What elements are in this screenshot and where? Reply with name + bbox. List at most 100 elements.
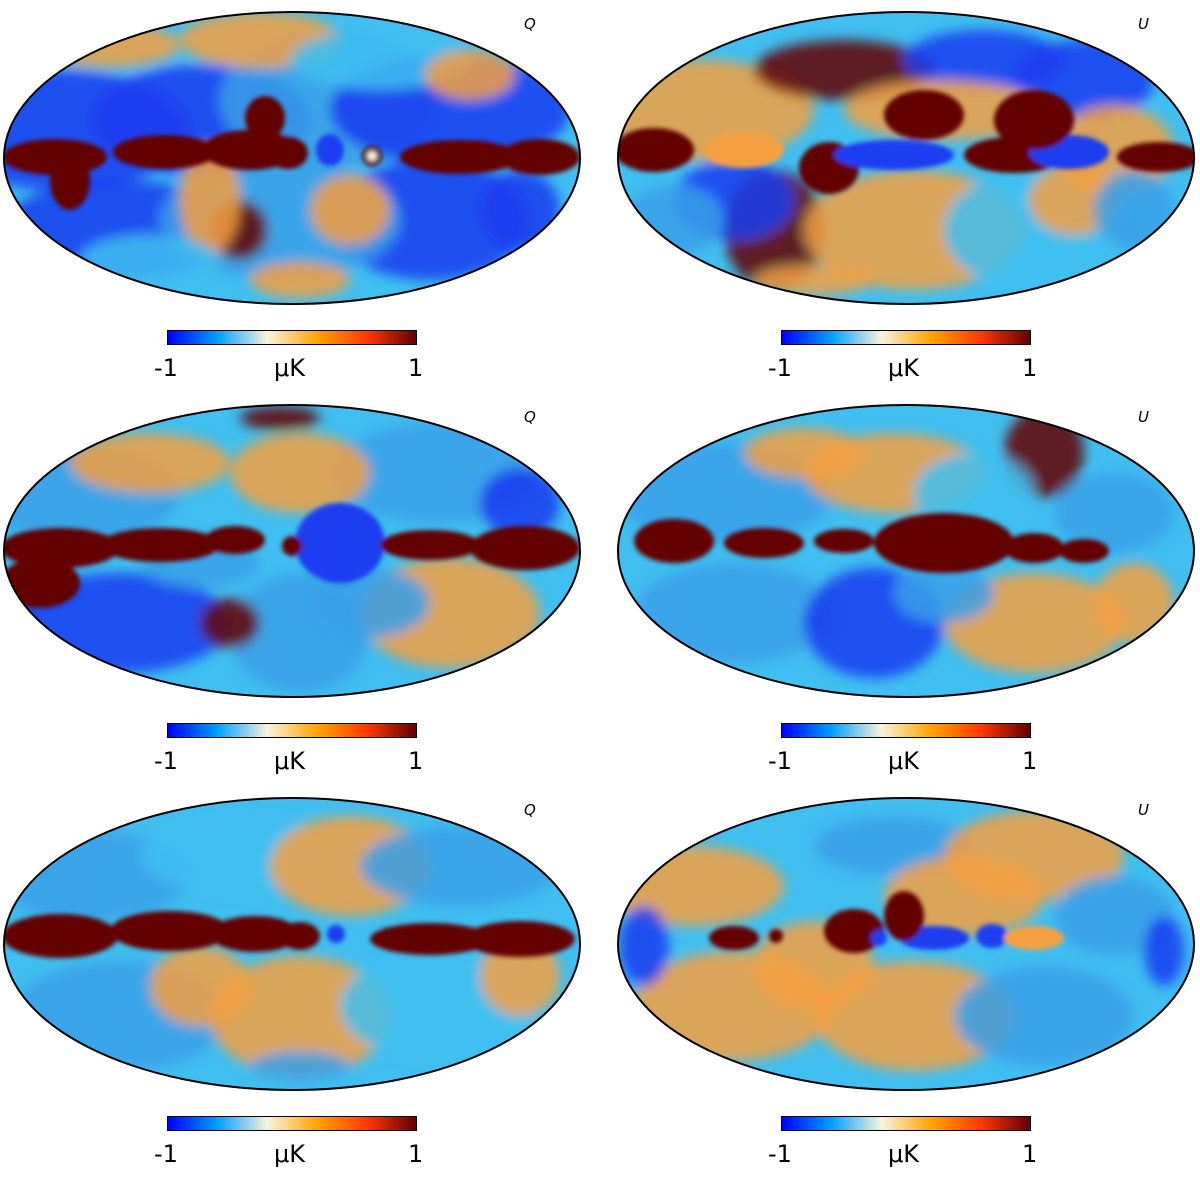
galactic-plane-feature <box>1117 142 1194 172</box>
stokes-label: Q <box>524 15 536 33</box>
colorbar-max-label: 1 <box>1022 747 1038 775</box>
galactic-plane-feature <box>327 925 345 943</box>
map-outline <box>3 404 581 698</box>
colorbar-min-label: -1 <box>768 1140 792 1168</box>
field-blob <box>80 235 220 285</box>
field-blob <box>310 175 390 245</box>
field-blob <box>744 428 864 478</box>
galactic-plane-feature <box>245 96 285 140</box>
colorbar <box>167 330 417 345</box>
colorbar <box>781 330 1031 345</box>
map-panel-row2-Q: Q -1 μK 1 <box>0 393 600 785</box>
colorbar-max-label: 1 <box>408 354 424 382</box>
galactic-plane-feature <box>295 503 385 583</box>
galactic-plane-feature <box>205 526 265 554</box>
galactic-plane-feature <box>874 513 1014 573</box>
galactic-plane-feature <box>280 922 320 950</box>
field-blob <box>1144 916 1184 986</box>
galactic-plane-feature <box>871 930 887 946</box>
field-blob <box>310 568 430 638</box>
mollweide-map <box>3 797 581 1091</box>
map-outline <box>617 797 1195 1091</box>
field-blob <box>210 956 390 1076</box>
colorbar-unit-label: μK <box>274 1140 306 1168</box>
field-blob <box>634 563 834 663</box>
map-panel-row1-Q: Q -1 μK 1 <box>0 0 600 392</box>
galactic-plane-feature <box>1059 539 1109 563</box>
galactic-plane-feature <box>380 530 480 560</box>
field-blob <box>150 946 250 1026</box>
galactic-plane-feature <box>500 139 580 175</box>
galactic-plane-feature <box>884 90 964 140</box>
galactic-plane-feature <box>634 519 714 563</box>
mollweide-map <box>617 797 1195 1091</box>
colorbar-max-label: 1 <box>1022 1140 1038 1168</box>
field-blob <box>954 966 1134 1066</box>
map-panel-row1-U: U -1 μK 1 <box>614 0 1200 392</box>
colorbar-min-label: -1 <box>154 1140 178 1168</box>
galactic-plane-feature <box>113 135 217 169</box>
colorbar <box>781 723 1031 738</box>
field-blob <box>619 906 669 986</box>
colorbar-max-label: 1 <box>1022 354 1038 382</box>
field-blob <box>1054 876 1174 956</box>
field-blob <box>250 1051 350 1081</box>
galactic-plane-feature <box>709 926 759 950</box>
mollweide-map <box>617 404 1195 698</box>
galactic-plane-feature <box>370 923 490 955</box>
colorbar-unit-label: μK <box>274 747 306 775</box>
field-blob <box>754 265 874 295</box>
field-blob <box>480 936 560 1016</box>
colorbar-min-label: -1 <box>768 747 792 775</box>
colorbar-unit-label: μK <box>274 354 306 382</box>
colorbar <box>167 1116 417 1131</box>
galactic-plane-feature <box>834 140 954 170</box>
map-outline <box>3 797 581 1091</box>
field-blob <box>360 826 560 906</box>
stokes-label: U <box>1138 15 1149 33</box>
map-panel-row3-U: U -1 μK 1 <box>614 786 1200 1178</box>
map-outline <box>3 11 581 305</box>
stokes-label: Q <box>524 408 536 426</box>
galactic-plane-feature <box>282 536 302 556</box>
galactic-plane-feature <box>824 909 884 953</box>
field-blob <box>480 468 560 538</box>
field-blob <box>180 145 240 255</box>
galactic-plane-feature <box>367 151 377 161</box>
field-blob <box>425 50 515 100</box>
mollweide-map <box>3 404 581 698</box>
galactic-plane-feature <box>814 529 874 553</box>
colorbar-min-label: -1 <box>154 354 178 382</box>
field-blob <box>1094 170 1174 250</box>
field-blob <box>200 598 260 648</box>
field-blob <box>70 433 230 493</box>
field-blob <box>1094 563 1174 643</box>
stokes-label: U <box>1138 801 1149 819</box>
galactic-plane-feature <box>268 137 308 169</box>
galactic-plane-feature <box>1026 545 1042 561</box>
field-blob <box>240 406 320 430</box>
stokes-label: U <box>1138 408 1149 426</box>
galactic-plane-feature <box>704 132 784 168</box>
map-outline <box>617 404 1195 698</box>
galactic-plane-feature <box>100 528 220 562</box>
galactic-plane-feature <box>4 558 80 608</box>
field-blob <box>894 563 994 623</box>
galactic-plane-feature <box>1004 926 1064 950</box>
galactic-plane-feature <box>4 528 120 568</box>
map-panel-row2-U: U -1 μK 1 <box>614 393 1200 785</box>
colorbar-min-label: -1 <box>768 354 792 382</box>
mollweide-map <box>617 11 1195 305</box>
galactic-plane-feature <box>316 134 344 166</box>
galactic-plane-feature <box>210 916 300 952</box>
map-outline <box>617 11 1195 305</box>
colorbar-unit-label: μK <box>888 747 920 775</box>
stokes-label: Q <box>524 801 536 819</box>
galactic-plane-feature <box>724 528 804 558</box>
colorbar <box>781 1116 1031 1131</box>
field-blob <box>1054 473 1174 553</box>
colorbar-unit-label: μK <box>888 1140 920 1168</box>
field-blob <box>230 433 370 513</box>
galactic-plane-feature <box>618 128 694 172</box>
mollweide-map <box>3 11 581 305</box>
